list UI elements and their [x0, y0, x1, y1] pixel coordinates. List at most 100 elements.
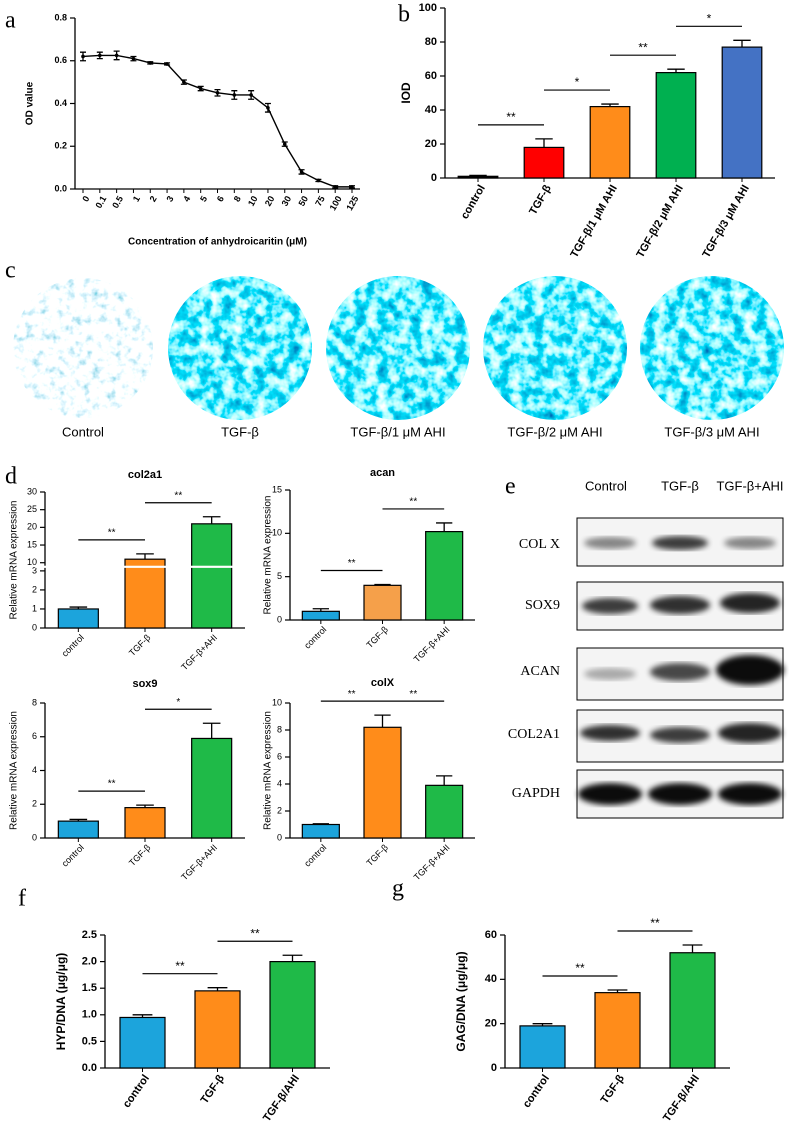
x-tick-label: 5 — [198, 194, 209, 203]
y-axis-label: Relative mRNA expression — [263, 496, 274, 615]
y-axis-label: OD value — [25, 81, 36, 125]
error-bar — [248, 90, 255, 100]
x-tick-label: 30 — [280, 194, 294, 208]
error-bar — [315, 178, 322, 183]
x-tick-label: TGF-β — [599, 1072, 628, 1106]
blot-column-label: TGF-β — [661, 478, 699, 493]
error-bar — [436, 522, 453, 532]
y-tick-label: 0 — [32, 622, 37, 632]
blot-row-label: COL X — [519, 537, 560, 552]
bar — [363, 726, 402, 839]
y-tick-label: 4 — [32, 765, 37, 775]
blot-column-label: Control — [585, 478, 627, 493]
x-tick-label: control — [60, 842, 86, 868]
x-tick-label: control — [302, 842, 328, 868]
x-tick-label: 3 — [164, 194, 175, 203]
error-bar — [607, 989, 628, 993]
data-line — [82, 54, 352, 188]
y-tick-label: 10 — [272, 697, 282, 707]
y-tick-label: 3 — [32, 565, 37, 575]
well-label: Control — [62, 424, 104, 439]
error-bar — [80, 51, 86, 62]
error-bar — [282, 954, 303, 962]
panel-label: b — [398, 2, 410, 28]
bar — [721, 46, 763, 179]
x-tick-label: 50 — [296, 194, 310, 208]
bar — [301, 823, 340, 839]
blot-band — [650, 727, 710, 743]
error-bar — [147, 61, 154, 65]
y-tick-label: 0.5 — [82, 1035, 97, 1047]
bar — [191, 523, 233, 629]
well-label: TGF-β/3 μM AHI — [664, 424, 759, 439]
error-bar — [667, 68, 685, 73]
error-bar — [130, 55, 137, 62]
blot-row-label: SOX9 — [525, 598, 560, 613]
blot-band — [720, 593, 780, 613]
well-image — [483, 276, 627, 420]
stain-wells — [13, 276, 784, 420]
x-tick-label: TGF-β+AHI — [179, 632, 219, 672]
blot-band — [580, 725, 640, 741]
bar — [124, 558, 166, 629]
y-tick-label: 2 — [277, 805, 282, 815]
significance-label: ** — [175, 959, 185, 973]
blot-band — [582, 598, 638, 614]
x-tick-label: 75 — [313, 194, 327, 208]
y-tick-label: 100 — [419, 2, 437, 14]
x-tick-label: control — [459, 183, 488, 221]
bar — [191, 737, 233, 839]
blot-band — [584, 537, 636, 549]
error-bar — [180, 79, 187, 85]
chart: 0 2 4 6 8 10 control TGF-β TGF-β+AHI ** ** Relative… — [263, 677, 475, 882]
x-tick-label: control — [121, 1073, 152, 1110]
error-bar — [202, 516, 221, 524]
x-tick-label: 20 — [263, 194, 277, 208]
error-bar — [298, 169, 305, 175]
x-tick-label: control — [521, 1073, 552, 1110]
bar — [269, 960, 316, 1069]
y-tick-label: 8 — [277, 724, 282, 734]
y-tick-label: 20 — [425, 138, 437, 150]
significance-label: ** — [506, 110, 516, 124]
significance-label: ** — [650, 916, 660, 930]
y-axis-label: Relative mRNA expression — [9, 501, 20, 620]
y-tick-label: 20 — [27, 522, 37, 532]
x-tick-label: TGF-β/AHI — [261, 1073, 302, 1124]
bar — [425, 530, 464, 621]
y-tick-label: 2 — [32, 799, 37, 809]
y-tick-label: 40 — [425, 104, 437, 116]
y-tick-label: 0.2 — [54, 141, 67, 151]
error-bar — [231, 90, 238, 100]
bar — [57, 820, 99, 839]
bar — [301, 610, 340, 621]
well-image — [640, 276, 784, 420]
axis-break — [35, 565, 245, 568]
significance-label: ** — [108, 779, 116, 790]
error-bar — [136, 804, 154, 808]
significance-label: ** — [348, 689, 356, 700]
y-tick-label: 6 — [277, 751, 282, 761]
y-axis-label: Relative mRNA expression — [263, 711, 274, 830]
x-tick-label: TGF-β — [364, 624, 390, 650]
x-tick-label: 0 — [80, 194, 91, 203]
x-axis-label: Concentration of anhydroicaritin (μM) — [128, 237, 307, 248]
error-bar — [469, 174, 487, 177]
y-tick-label: 1.0 — [82, 1009, 97, 1021]
y-tick-label: 1.5 — [82, 982, 97, 994]
error-bar — [436, 775, 453, 786]
blot-row-label: ACAN — [520, 664, 560, 679]
x-tick-label: 125 — [344, 194, 360, 212]
x-tick-label: 4 — [181, 194, 192, 203]
panel-label: c — [5, 258, 16, 284]
bar — [457, 175, 499, 179]
y-tick-label: 60 — [425, 70, 437, 82]
chart-title: acan — [370, 467, 395, 479]
x-tick-label: TGF-β/AHI — [661, 1073, 702, 1124]
chart: 0 20 40 60 control TGF-β TGF-β/AHI ** ** GAG/DNA … — [454, 916, 730, 1124]
error-bar — [207, 987, 228, 991]
y-tick-label: 0 — [277, 614, 282, 624]
chart: 0 20 40 60 80 100 control TGF-β TGF-β/1 μM AHI TG… — [399, 2, 775, 260]
error-bar — [349, 185, 355, 189]
